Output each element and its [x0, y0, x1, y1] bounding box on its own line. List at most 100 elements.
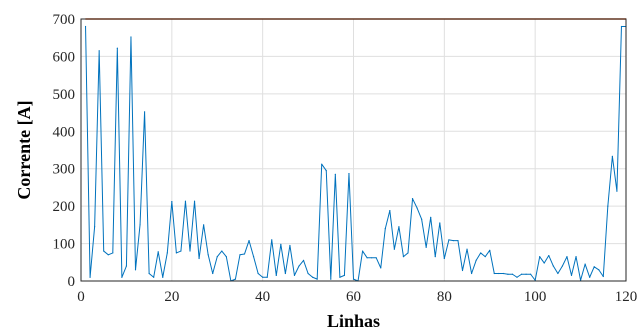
current-data-point — [330, 278, 332, 280]
current-data-point — [443, 257, 445, 260]
current-data-point — [339, 276, 341, 278]
current-data-point — [439, 222, 441, 224]
current-data-point — [539, 256, 541, 258]
current-data-point — [302, 259, 305, 262]
current-data-point — [175, 252, 177, 254]
current-data-point — [307, 272, 309, 275]
current-data-point — [589, 276, 591, 278]
current-data-point — [380, 267, 382, 269]
x-tick-label: 120 — [615, 289, 638, 305]
current-data-point — [598, 269, 600, 271]
current-data-point — [334, 173, 336, 175]
current-data-point — [461, 269, 464, 272]
current-data-point — [293, 274, 296, 276]
current-data-point — [84, 25, 87, 28]
current-data-point — [402, 256, 405, 258]
y-tick-label: 700 — [53, 12, 76, 28]
current-data-point — [507, 273, 509, 275]
current-data-point — [416, 207, 418, 209]
current-data-point — [602, 275, 604, 278]
current-data-point — [502, 272, 504, 275]
current-data-point — [125, 265, 128, 267]
current-data-point — [148, 272, 150, 275]
current-data-point — [275, 274, 277, 276]
y-axis-label: Corrente [A] — [14, 100, 34, 199]
x-tick-label: 20 — [164, 289, 179, 305]
current-data-point — [107, 254, 109, 256]
x-tick-label: 100 — [524, 289, 547, 305]
current-data-point — [570, 274, 573, 276]
y-tick-label: 500 — [53, 87, 76, 103]
current-data-point — [457, 239, 459, 242]
current-data-point — [280, 243, 282, 245]
current-data-point — [243, 253, 246, 255]
y-tick-label: 200 — [53, 199, 76, 215]
axes-box — [80, 18, 627, 282]
current-data-point — [543, 262, 545, 264]
current-data-point — [312, 276, 314, 278]
current-data-point — [389, 210, 391, 212]
current-data-point — [548, 254, 550, 257]
x-tick-label: 80 — [437, 289, 452, 305]
current-data-point — [94, 226, 96, 228]
current-data-point — [252, 256, 255, 258]
current-data-point — [448, 239, 450, 241]
series-layer — [84, 18, 627, 282]
current-data-point — [575, 256, 577, 258]
current-data-point — [116, 47, 118, 49]
current-data-point — [366, 257, 368, 259]
current-series-line — [85, 25, 626, 282]
current-data-point — [266, 276, 268, 278]
current-data-point — [134, 269, 137, 271]
current-data-point — [384, 228, 386, 230]
current-data-point — [498, 272, 500, 275]
current-data-point — [193, 200, 196, 202]
current-data-point — [520, 273, 523, 275]
current-data-point — [162, 276, 164, 278]
current-data-point — [557, 272, 559, 275]
current-data-point — [411, 198, 414, 200]
current-data-point — [180, 250, 182, 252]
current-data-point — [248, 239, 250, 242]
current-data-point — [234, 278, 237, 280]
current-data-point — [480, 252, 482, 254]
grid — [80, 18, 627, 282]
current-data-point — [511, 273, 514, 275]
current-data-point — [112, 252, 114, 254]
current-data-point — [239, 254, 241, 256]
current-data-point — [434, 256, 436, 258]
current-data-point — [284, 272, 286, 275]
current-data-point — [375, 257, 377, 259]
current-data-point — [221, 250, 223, 252]
current-data-point — [143, 111, 146, 113]
current-data-point — [325, 169, 327, 172]
x-tick-label: 0 — [77, 289, 85, 305]
current-data-point — [466, 248, 468, 250]
current-data-point — [289, 244, 291, 247]
current-data-point — [189, 250, 191, 252]
current-data-point — [352, 278, 355, 280]
current-data-point — [398, 226, 400, 228]
current-data-point — [616, 190, 618, 192]
current-data-point — [271, 239, 273, 241]
current-data-point — [139, 224, 141, 226]
current-data-point — [166, 252, 168, 254]
current-data-point — [552, 265, 554, 267]
current-data-point — [321, 163, 323, 165]
current-data-point — [475, 259, 477, 262]
current-data-point — [525, 273, 527, 275]
x-tick-label: 40 — [255, 289, 270, 305]
current-data-point — [493, 272, 495, 275]
current-data-point — [198, 257, 200, 260]
current-data-point — [257, 272, 259, 275]
current-data-point — [316, 278, 318, 280]
current-data-point — [561, 265, 564, 267]
current-data-point — [216, 256, 218, 258]
current-data-point — [484, 256, 486, 258]
current-data-point — [212, 272, 214, 275]
current-data-point — [348, 172, 350, 175]
current-data-point — [361, 250, 364, 252]
current-data-point — [157, 251, 159, 253]
x-axis-label: Linhas — [327, 311, 380, 329]
